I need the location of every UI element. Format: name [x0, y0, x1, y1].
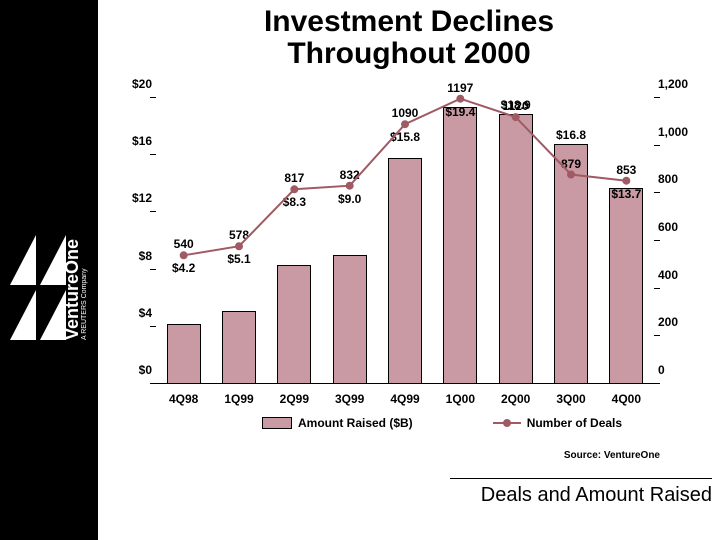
- plot-area: $4.2540$5.1578$8.3817$9.0832$15.81090$19…: [156, 98, 654, 384]
- y-left-tick-mark: [150, 211, 156, 212]
- x-tick-label: 1Q00: [430, 392, 490, 406]
- x-tick-label: 4Q99: [375, 392, 435, 406]
- svg-text:VentureOne: VentureOne: [62, 239, 82, 340]
- title-line-1: Investment Declines: [98, 6, 720, 38]
- footer-rule: [450, 478, 712, 479]
- y-left-tick-label: $0: [112, 363, 152, 377]
- legend-line-swatch: [493, 418, 521, 428]
- x-tick-label: 3Q00: [541, 392, 601, 406]
- legend-line-label: Number of Deals: [527, 416, 622, 430]
- y-left-tick-mark: [150, 326, 156, 327]
- line-marker: [456, 95, 464, 103]
- line-value-label: 1197: [430, 81, 490, 95]
- legend-bar-swatch: [262, 417, 292, 429]
- footer-text: Deals and Amount Raised: [481, 484, 712, 507]
- y-right-tick-mark: [654, 335, 660, 336]
- y-right-tick-mark: [654, 192, 660, 193]
- y-left-tick-label: $16: [112, 134, 152, 148]
- y-right-tick-mark: [654, 240, 660, 241]
- line-marker: [401, 120, 409, 128]
- y-left-tick-label: $12: [112, 191, 152, 205]
- line-marker: [290, 185, 298, 193]
- y-left-tick-label: $20: [112, 77, 152, 91]
- x-tick-label: 4Q98: [154, 392, 214, 406]
- title-line-2: Throughout 2000: [98, 38, 720, 70]
- line-marker: [512, 113, 520, 121]
- line-series: [156, 98, 654, 384]
- sidebar: VentureOne A REUTERS Company: [0, 0, 98, 540]
- line-marker: [235, 242, 243, 250]
- y-right-tick-label: 400: [658, 268, 708, 282]
- line-marker: [180, 251, 188, 259]
- legend-bar-item: Amount Raised ($B): [262, 416, 413, 430]
- source-text: Source: VentureOne: [564, 450, 660, 461]
- x-tick-label: 4Q00: [596, 392, 656, 406]
- y-right-tick-label: 1,200: [658, 77, 708, 91]
- line-marker: [567, 171, 575, 179]
- x-tick-label: 1Q99: [209, 392, 269, 406]
- y-right-tick-mark: [654, 383, 660, 384]
- y-right-tick-label: 0: [658, 363, 708, 377]
- y-left-tick-mark: [150, 154, 156, 155]
- y-right-tick-label: 200: [658, 315, 708, 329]
- y-right-tick-label: 1,000: [658, 125, 708, 139]
- x-tick-label: 2Q99: [264, 392, 324, 406]
- svg-text:A REUTERS Company: A REUTERS Company: [81, 268, 88, 340]
- x-axis: [156, 383, 654, 384]
- y-right-tick-mark: [654, 97, 660, 98]
- y-right-tick-mark: [654, 145, 660, 146]
- x-tick-label: 3Q99: [320, 392, 380, 406]
- y-left-tick-mark: [150, 97, 156, 98]
- ventureone-logo: VentureOne A REUTERS Company: [10, 130, 88, 370]
- chart: $4.2540$5.1578$8.3817$9.0832$15.81090$19…: [112, 98, 708, 428]
- x-tick-label: 2Q00: [486, 392, 546, 406]
- legend-bar-label: Amount Raised ($B): [298, 416, 413, 430]
- legend-line-item: Number of Deals: [493, 416, 622, 430]
- line-marker: [622, 177, 630, 185]
- slide-title: Investment Declines Throughout 2000: [98, 6, 720, 69]
- y-right-tick-label: 600: [658, 220, 708, 234]
- y-right-tick-mark: [654, 288, 660, 289]
- y-left-tick-mark: [150, 269, 156, 270]
- y-left-tick-label: $4: [112, 306, 152, 320]
- y-right-tick-label: 800: [658, 172, 708, 186]
- slide: VentureOne A REUTERS Company Investment …: [0, 0, 720, 540]
- y-left-tick-label: $8: [112, 249, 152, 263]
- legend: Amount Raised ($B) Number of Deals: [262, 414, 712, 432]
- line-marker: [346, 182, 354, 190]
